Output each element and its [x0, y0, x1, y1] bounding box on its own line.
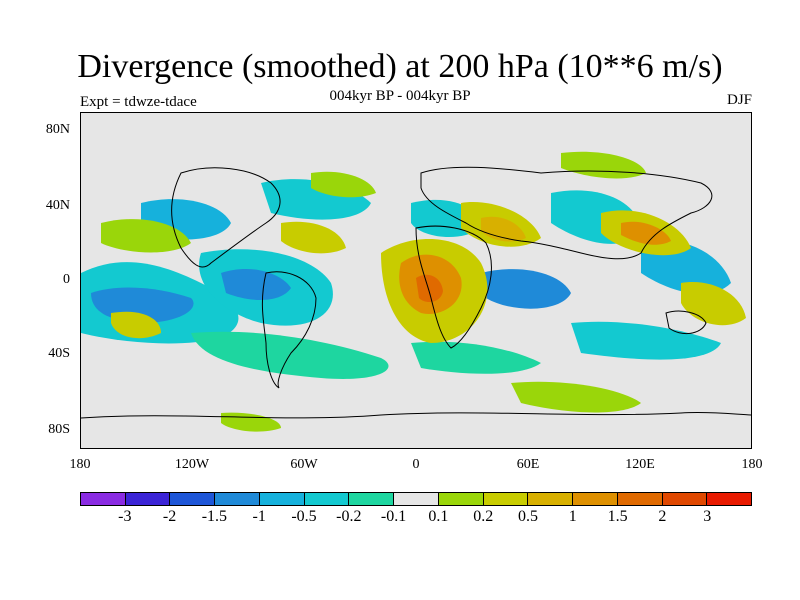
field-patch [221, 268, 291, 300]
experiment-label: Expt = tdwze-tdace [80, 94, 197, 110]
divergence-field [81, 151, 751, 432]
colorbar-label: -0.5 [291, 508, 317, 525]
colorbar [80, 492, 752, 506]
colorbar-label: 0.1 [428, 508, 449, 525]
coastline [261, 271, 317, 389]
colorbar-swatch [438, 493, 484, 505]
field-patch [221, 412, 281, 432]
colorbar-swatch [394, 493, 439, 505]
colorbar-swatch [617, 493, 663, 505]
lat-label: 40N [45, 198, 70, 213]
coastline [415, 225, 492, 349]
lon-label: 120E [625, 457, 655, 472]
lat-label: 40S [48, 346, 70, 361]
chart-subtitle: 004kyr BP - 004kyr BP [329, 88, 471, 104]
lat-label: 0 [63, 272, 70, 287]
colorbar-swatch [707, 493, 752, 505]
field-patch [511, 381, 641, 413]
field-patch [621, 221, 671, 245]
colorbar-label: 1 [568, 508, 577, 525]
colorbar-swatch [215, 493, 260, 505]
coastline [665, 310, 707, 335]
colorbar-swatch [170, 493, 216, 505]
lat-label: 80S [48, 422, 70, 437]
field-patch [111, 311, 161, 339]
colorbar-swatch [304, 493, 350, 505]
colorbar-label: 0.5 [518, 508, 538, 525]
field-patch [681, 282, 746, 326]
colorbar-label: 2 [658, 508, 667, 525]
lat-label: 80N [45, 122, 70, 137]
colorbar-label: -0.1 [380, 508, 407, 525]
colorbar-label: -3 [118, 508, 132, 525]
lon-label: 120W [174, 457, 210, 472]
field-patch [481, 269, 571, 309]
field-patch [101, 219, 191, 253]
colorbar-label: -2 [162, 508, 177, 525]
lon-label: 180 [741, 457, 763, 472]
coastline [171, 167, 281, 268]
lon-label: 60W [290, 457, 318, 472]
colorbar-swatch [125, 493, 171, 505]
colorbar-swatch [662, 493, 708, 505]
field-patch [281, 221, 346, 254]
season-label: DJF [726, 92, 752, 108]
colorbar-swatch [528, 493, 574, 505]
coastline [81, 411, 751, 419]
colorbar-label: 3 [703, 508, 712, 525]
field-patch [411, 341, 541, 374]
colorbar-swatch [259, 493, 305, 505]
lon-label: 60E [516, 457, 540, 472]
colorbar-label: -1.5 [201, 508, 228, 525]
colorbar-label: 1.5 [607, 508, 628, 525]
field-patch [571, 321, 721, 360]
colorbar-label: -0.2 [336, 508, 362, 525]
colorbar-swatch [349, 493, 395, 505]
lon-label: 0 [412, 457, 420, 472]
colorbar-swatch [483, 493, 529, 505]
colorbar-swatch [573, 493, 618, 505]
field-patch [311, 171, 376, 198]
map-panel [80, 112, 752, 449]
colorbar-label: 0.2 [473, 508, 494, 525]
field-patch [481, 216, 526, 242]
chart-title: Divergence (smoothed) at 200 hPa (10**6 … [77, 48, 723, 85]
colorbar-label: -1 [252, 508, 266, 525]
lon-label: 180 [69, 457, 91, 472]
field-patch [561, 151, 646, 179]
coastline [420, 166, 713, 260]
field-patch [416, 274, 443, 303]
colorbar-swatch [81, 493, 126, 505]
